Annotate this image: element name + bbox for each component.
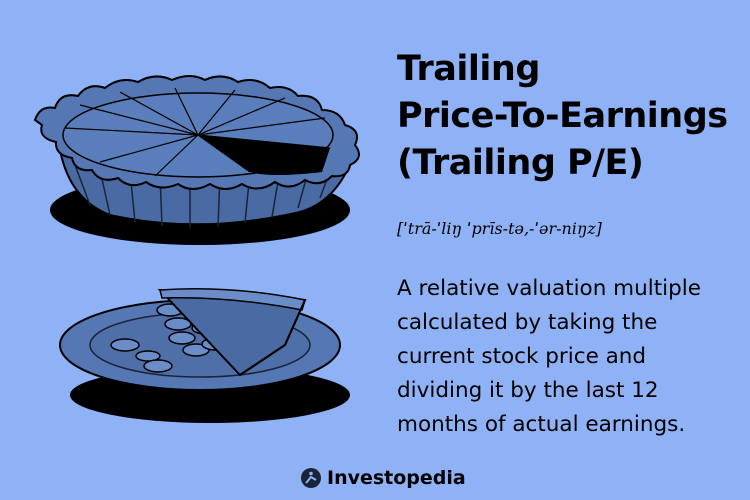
brand-name: Investopedia	[327, 467, 466, 489]
definition-line: A relative valuation multiple	[397, 276, 701, 301]
definition-line: calculated by taking the	[397, 310, 658, 335]
page-title: Trailing Price-To-Earnings (Trailing P/E…	[397, 46, 742, 187]
plate-with-slice	[59, 288, 350, 423]
whole-pie	[33, 75, 360, 245]
definition-line: months of actual earnings.	[397, 412, 686, 437]
title-line: Price-To-Earnings	[397, 96, 728, 136]
title-line: Trailing	[397, 49, 540, 89]
definition-text: A relative valuation multiple calculated…	[397, 272, 742, 442]
pronunciation: [ˈtrā-ˈliŋ ˈprīs-tə,-ˈər-niŋz]	[397, 219, 602, 238]
investopedia-logo-icon	[301, 468, 321, 488]
definition-line: dividing it by the last 12	[397, 378, 659, 403]
definition-line: current stock price and	[397, 344, 647, 369]
brand-logo: Investopedia	[300, 467, 466, 489]
title-line: (Trailing P/E)	[397, 143, 644, 183]
pie-illustration	[33, 75, 360, 423]
